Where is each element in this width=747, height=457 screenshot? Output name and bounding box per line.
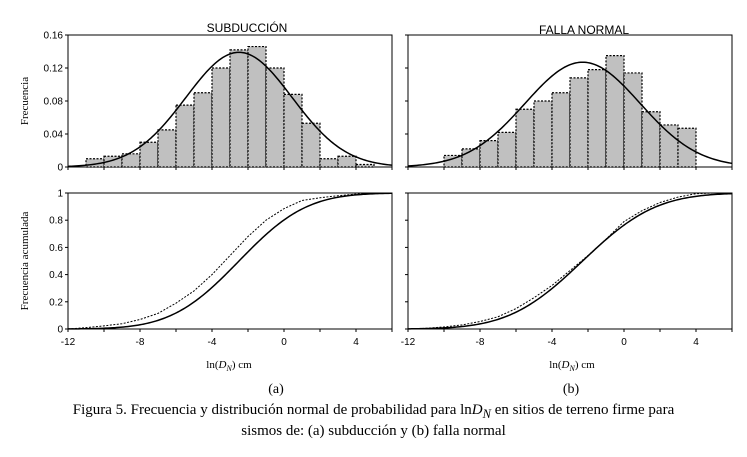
a-top-normal-curve bbox=[67, 51, 393, 168]
a-bottom-xtick-label-1: -8 bbox=[136, 337, 145, 348]
b-bottom-empirical-cdf bbox=[407, 192, 732, 330]
b-bottom-xtick-label-3: 0 bbox=[621, 337, 627, 348]
panel-a-bottom-ylabel: Frecuencia acumulada bbox=[19, 212, 31, 311]
a-top-bar-3 bbox=[139, 141, 159, 168]
xlabel-b-var: D bbox=[561, 359, 570, 371]
a-top-bar-14 bbox=[337, 155, 357, 168]
a-bottom-ytick-label-3: 0.6 bbox=[49, 243, 63, 254]
a-top-bar-11 bbox=[283, 93, 303, 168]
a-top-ytick-label-4: 0.16 bbox=[44, 31, 64, 42]
a-top-bar-5 bbox=[175, 104, 195, 168]
panel-b-bottom: -12 -8 -4 0 4 bbox=[401, 192, 733, 348]
panel-a-bottom-xlabel: ln(DN) cm bbox=[206, 359, 252, 373]
panel-b-top: FALLA NORMAL bbox=[405, 23, 733, 170]
xlabel-a-prefix: ln( bbox=[206, 359, 219, 371]
panel-b-bottom-frame bbox=[407, 192, 733, 330]
panel-a-bottom: 0 0.2 0.4 0.6 0.8 1 -12 -8 -4 0 4 bbox=[49, 189, 393, 348]
a-top-bar-4 bbox=[157, 129, 177, 168]
panel-b-bottom-xlabel: ln(DN) cm bbox=[549, 359, 595, 373]
b-bottom-xtick-label-1: -8 bbox=[476, 337, 485, 348]
a-bottom-xtick-label-3: 0 bbox=[281, 337, 287, 348]
caption-line-1: Figura 5. Frecuencia y distribución norm… bbox=[0, 402, 747, 423]
xlabel-b-suffix: ) cm bbox=[575, 359, 595, 371]
panel-a-top-plot: 0 0.04 0.08 0.12 0.16 bbox=[44, 31, 393, 174]
a-bottom-ytick-label-2: 0.4 bbox=[49, 270, 63, 281]
a-top-bar-1 bbox=[103, 155, 123, 168]
b-top-bar-6 bbox=[551, 92, 571, 168]
a-top-ytick-label-1: 0.04 bbox=[44, 130, 64, 141]
panel-a-bottom-frame bbox=[67, 192, 393, 330]
sublabel-a: (a) bbox=[268, 382, 284, 397]
figure-caption: Figura 5. Frecuencia y distribución norm… bbox=[0, 402, 747, 440]
panel-a-top-ylabel: Frecuencia bbox=[19, 77, 31, 125]
a-bottom-ytick-label-0: 0 bbox=[57, 325, 63, 336]
xlabel-a-var: D bbox=[218, 359, 227, 371]
a-bottom-ytick-label-5: 1 bbox=[57, 189, 63, 200]
b-bottom-xtick-label-0: -12 bbox=[401, 337, 416, 348]
a-bottom-xtick-label-0: -12 bbox=[61, 337, 76, 348]
b-top-bar-8 bbox=[587, 69, 607, 168]
caption-prefix: Figura 5. Frecuencia y distribución norm… bbox=[72, 402, 472, 418]
panel-b-bottom-plot: -12 -8 -4 0 4 bbox=[401, 192, 733, 348]
caption-var: D bbox=[471, 402, 483, 418]
caption-sub: N bbox=[483, 407, 491, 421]
b-top-bar-10 bbox=[623, 72, 643, 168]
b-top-bar-11 bbox=[641, 111, 661, 168]
a-bottom-xtick-label-4: 4 bbox=[353, 337, 359, 348]
a-bottom-xtick-label-2: -4 bbox=[208, 337, 217, 348]
caption-sub-text: N bbox=[482, 407, 491, 421]
a-top-bar-8 bbox=[229, 49, 249, 168]
panel-b-top-plot bbox=[405, 34, 733, 170]
sublabel-b: (b) bbox=[563, 382, 580, 397]
b-top-bar-5 bbox=[533, 100, 553, 168]
b-top-bar-7 bbox=[569, 77, 589, 168]
panel-a-bottom-plot: 0 0.2 0.4 0.6 0.8 1 -12 -8 -4 0 4 bbox=[49, 189, 393, 348]
caption-suffix: en sitios de terreno firme para bbox=[490, 402, 675, 418]
b-top-bar-2 bbox=[479, 140, 499, 168]
a-bottom-ytick-label-4: 0.8 bbox=[49, 216, 63, 227]
xlabel-a-sub: N bbox=[225, 364, 232, 373]
xlabel-b-prefix: ln( bbox=[549, 359, 562, 371]
panel-b-top-title: FALLA NORMAL bbox=[539, 23, 629, 37]
b-top-normal-curve bbox=[407, 61, 733, 167]
a-top-bar-15 bbox=[355, 163, 375, 168]
figure: SUBDUCCIÓN 0 0.04 0.08 0.12 0.16 FALLA NORMA… bbox=[19, 20, 733, 397]
panel-a-top: SUBDUCCIÓN 0 0.04 0.08 0.12 0.16 bbox=[44, 20, 393, 174]
b-top-bar-4 bbox=[515, 108, 535, 168]
panel-a-top-title: SUBDUCCIÓN bbox=[207, 20, 288, 35]
b-bottom-xtick-label-2: -4 bbox=[548, 337, 557, 348]
a-bottom-normal-cdf bbox=[67, 192, 393, 330]
a-top-bar-7 bbox=[211, 67, 231, 168]
a-bottom-empirical-cdf bbox=[67, 192, 393, 330]
a-top-ytick-label-2: 0.08 bbox=[44, 97, 64, 108]
a-top-bar-6 bbox=[193, 92, 213, 168]
b-bottom-xtick-label-4: 4 bbox=[693, 337, 699, 348]
a-bottom-ytick-label-1: 0.2 bbox=[49, 297, 63, 308]
b-bottom-normal-cdf bbox=[407, 192, 733, 330]
b-top-bar-3 bbox=[497, 131, 517, 168]
b-top-bar-12 bbox=[659, 124, 679, 168]
xlabel-a-suffix: ) cm bbox=[232, 359, 252, 371]
a-top-ytick-label-3: 0.12 bbox=[44, 64, 64, 75]
a-top-ytick-label-0: 0 bbox=[57, 163, 63, 174]
a-top-bar-12 bbox=[301, 122, 321, 168]
a-top-bar-13 bbox=[319, 158, 339, 168]
caption-line-2: sismos de: (a) subducción y (b) falla no… bbox=[241, 423, 506, 439]
xlabel-b-sub: N bbox=[568, 364, 575, 373]
